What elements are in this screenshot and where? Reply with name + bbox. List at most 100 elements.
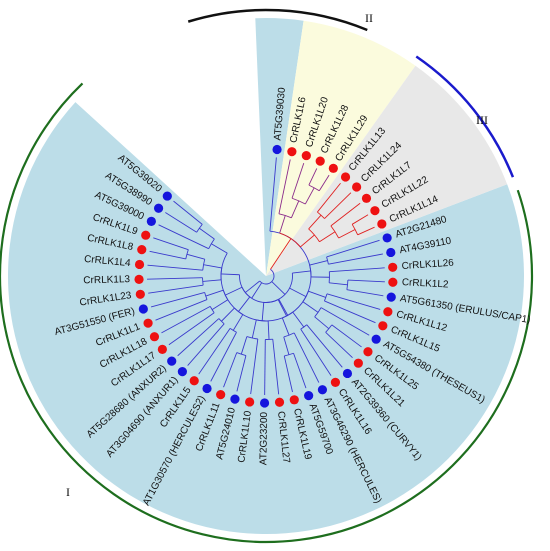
branch-radial xyxy=(329,282,348,286)
leaf-marker xyxy=(167,356,177,366)
leaf-marker xyxy=(383,307,393,317)
leaf-marker xyxy=(149,332,160,342)
branch-radial xyxy=(304,187,315,205)
branch-arc xyxy=(218,318,225,325)
leaf-marker xyxy=(353,358,363,368)
branch-arc xyxy=(300,324,308,330)
branch-radial xyxy=(251,282,263,299)
branch-arc xyxy=(246,336,258,340)
branch-radial xyxy=(211,299,229,310)
branch-radial xyxy=(223,352,238,388)
branch-radial xyxy=(308,168,318,186)
branch-arc xyxy=(209,306,215,313)
branch-radial xyxy=(149,250,186,260)
clade-III-sector xyxy=(266,65,508,277)
branch-radial xyxy=(147,277,203,280)
leaf-marker xyxy=(386,292,396,302)
branch-radial xyxy=(306,324,343,368)
leaf-marker xyxy=(146,216,156,226)
leaf-marker xyxy=(301,150,311,161)
branch-radial xyxy=(309,260,328,266)
branch-radial xyxy=(147,264,203,271)
branch-arc xyxy=(229,328,237,333)
leaf-marker xyxy=(304,391,314,401)
branch-radial xyxy=(245,280,261,293)
branch-radial xyxy=(198,328,231,375)
leaf-marker xyxy=(378,321,388,331)
leaf-marker xyxy=(377,219,387,229)
branch-arc xyxy=(202,277,204,286)
branch-radial xyxy=(292,270,311,274)
branch-radial xyxy=(267,320,270,340)
branch-radial xyxy=(293,353,307,389)
leaf-marker xyxy=(370,206,380,216)
branch-radial xyxy=(250,338,259,395)
branch-radial xyxy=(357,226,375,236)
branch-radial xyxy=(203,264,222,269)
leaf-marker xyxy=(141,230,151,240)
branch-radial xyxy=(278,159,291,214)
branch-radial xyxy=(289,287,307,298)
leaf-marker xyxy=(138,304,148,314)
leaf-marker xyxy=(371,334,381,344)
branch-radial xyxy=(291,163,305,199)
branch-radial xyxy=(283,336,290,355)
branch-radial xyxy=(210,332,237,382)
branch-radial xyxy=(225,286,243,296)
clade-label-II: II xyxy=(365,11,373,25)
leaf-marker xyxy=(134,259,145,270)
branch-arc xyxy=(222,290,229,301)
branch-arc xyxy=(204,292,208,300)
branch-arc xyxy=(317,211,325,219)
branch-radial xyxy=(173,200,203,225)
branch-radial xyxy=(153,237,189,251)
branch-radial xyxy=(261,302,265,321)
branch-radial xyxy=(325,331,353,359)
clade-III-arc xyxy=(415,55,515,178)
branch-radial xyxy=(346,289,384,297)
leaf-marker xyxy=(245,397,255,407)
leaf-marker xyxy=(259,398,270,408)
leaf-marker xyxy=(274,397,285,407)
clade-II-sector xyxy=(266,20,416,276)
branch-radial xyxy=(281,317,290,336)
branch-radial xyxy=(317,182,341,213)
branch-radial xyxy=(290,200,300,218)
leaf-marker xyxy=(189,376,199,386)
leaf-marker xyxy=(317,385,328,395)
leaf-marker xyxy=(361,193,372,203)
branch-radial xyxy=(202,279,222,282)
leaf-marker xyxy=(388,277,398,287)
leaf-label: CrRLK1L2 xyxy=(402,277,450,290)
branch-arc xyxy=(256,319,269,322)
leaf-marker xyxy=(328,163,338,173)
clade-II-arc xyxy=(187,8,368,32)
leaf-marker xyxy=(352,182,362,192)
branch-radial xyxy=(221,273,240,276)
branch-radial xyxy=(211,243,228,254)
branch-radial xyxy=(280,238,292,255)
branch-radial xyxy=(240,336,248,355)
tree-branches xyxy=(147,157,385,395)
branch-radial xyxy=(158,224,209,250)
leaf-label: CrRLK1L3 xyxy=(83,274,130,286)
branch-radial xyxy=(161,305,211,334)
branch-radial xyxy=(221,307,235,322)
branch-radial xyxy=(331,324,362,348)
branch-arc xyxy=(278,213,292,219)
branch-radial xyxy=(269,157,277,232)
clade-I-sector xyxy=(7,102,524,535)
leaf-marker xyxy=(216,390,226,400)
branch-radial xyxy=(199,227,215,240)
branch-arc xyxy=(185,249,189,260)
branch-radial xyxy=(324,300,376,324)
leaf-marker xyxy=(135,289,145,299)
branch-radial xyxy=(148,284,204,294)
branch-radial xyxy=(351,214,369,225)
branch-radial xyxy=(264,339,266,395)
branch-radial xyxy=(251,319,257,339)
leaf-marker xyxy=(177,366,187,377)
branch-radial xyxy=(168,312,215,346)
branch-arc xyxy=(314,307,322,318)
branch-radial xyxy=(329,267,385,273)
